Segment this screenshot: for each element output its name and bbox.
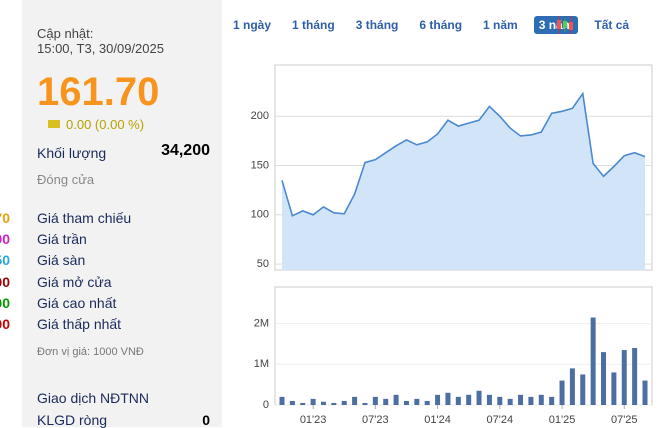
volume-bar: [559, 380, 565, 405]
volume-bar: [352, 396, 358, 405]
y-tick-label: 2M: [254, 318, 269, 330]
change: 0.00 (0.00 %): [66, 117, 145, 132]
range-selector: 1 ngày 1 tháng 3 tháng 6 tháng 1 năm 3 năm Tất…: [228, 16, 645, 34]
range-button[interactable]: 6 tháng: [419, 18, 463, 32]
range-button[interactable]: 1 năm: [483, 18, 518, 32]
volume-bar: [601, 352, 607, 405]
x-tick-label: 01'23: [300, 414, 327, 426]
volume-bar: [611, 372, 617, 405]
price-line: [281, 91, 646, 217]
y-tick-label: 0: [263, 399, 269, 411]
x-tick-label: 01'24: [424, 414, 451, 426]
update-time: 15:00, T3, 30/09/2025: [37, 41, 164, 56]
x-tick-label: 07'25: [611, 414, 638, 426]
row-label: Giá thấp nhất: [37, 316, 122, 332]
price: 161.70: [37, 70, 160, 114]
foreign-title: Giao dịch NĐTNN: [37, 390, 150, 406]
volume-bar: [518, 394, 524, 405]
range-button[interactable]: 1 ngày: [233, 18, 272, 32]
row-label: Giá tham chiếu: [37, 210, 132, 226]
volume-bar: [372, 396, 378, 405]
volume-bar: [538, 394, 544, 405]
y-tick-label: 150: [251, 159, 269, 171]
volume-bar: [414, 398, 420, 405]
x-tick-label: 07'23: [362, 414, 389, 426]
volume-bar: [289, 400, 295, 405]
volume-bar: [331, 402, 337, 405]
volume-bar: [310, 398, 316, 405]
volume-bar: [435, 394, 441, 405]
row-label: Giá sàn: [37, 252, 86, 269]
change-icon: [48, 120, 60, 128]
volume-bar: [497, 396, 503, 405]
info-panel: Cập nhật: 15:00, T3, 30/09/2025 161.70 0…: [0, 0, 222, 428]
volume-bar: [424, 400, 430, 405]
volume-bar: [362, 402, 368, 405]
row-value: 161.00: [0, 273, 10, 290]
row-value: 137.50: [0, 252, 10, 269]
x-tick-label: 07'24: [487, 414, 514, 426]
volume-bar: [569, 368, 575, 405]
volume-bar: [642, 380, 648, 405]
row-label: Giá mở cửa: [37, 273, 112, 290]
volume-bar: [590, 317, 596, 405]
volume-bar: [507, 398, 513, 405]
volume-bar: [466, 394, 472, 405]
unit-note: Đơn vị giá: 1000 VNĐ: [37, 346, 144, 358]
range-button[interactable]: 3 tháng: [355, 18, 399, 32]
volume-bar: [486, 394, 492, 405]
volume: 34,200: [161, 142, 210, 159]
range-button[interactable]: Tất cả: [594, 18, 630, 32]
net-value: 0: [202, 412, 210, 428]
row-value: 162.00: [0, 294, 10, 311]
volume-bar: [621, 350, 627, 405]
volume-bar: [632, 348, 638, 405]
y-tick-label: 200: [251, 110, 269, 122]
y-tick-label: 1M: [254, 358, 269, 370]
volume-bar: [445, 392, 451, 405]
range-button[interactable]: 1 tháng: [292, 18, 335, 32]
volume-label: Khối lượng: [37, 145, 107, 161]
volume-bar: [580, 374, 586, 405]
row-value: 161.70: [0, 210, 10, 226]
row-label: Giá cao nhất: [37, 294, 117, 311]
volume-bar: [300, 402, 306, 405]
volume-bar: [403, 400, 409, 405]
status: Đóng cửa: [37, 172, 95, 187]
volume-bar: [279, 396, 285, 405]
row-label: Giá trần: [37, 231, 87, 248]
volume-bar: [455, 396, 461, 405]
volume-bar: [393, 394, 399, 405]
volume-bar: [528, 396, 534, 405]
candle-icon: [557, 16, 573, 34]
y-tick-label: 100: [251, 209, 269, 221]
row-value: 185.90: [0, 231, 10, 248]
volume-bar: [341, 400, 347, 405]
volume-bar: [383, 398, 389, 405]
volume-bar: [476, 390, 482, 405]
y-tick-label: 50: [257, 258, 269, 270]
update-label: Cập nhật:: [37, 26, 94, 41]
price-area: [282, 93, 645, 271]
row-value: 158.00: [0, 316, 10, 332]
volume-bar: [320, 401, 326, 405]
net-label: KLGD ròng: [37, 412, 108, 428]
x-tick-label: 01'25: [549, 414, 576, 426]
volume-bar: [549, 396, 555, 405]
